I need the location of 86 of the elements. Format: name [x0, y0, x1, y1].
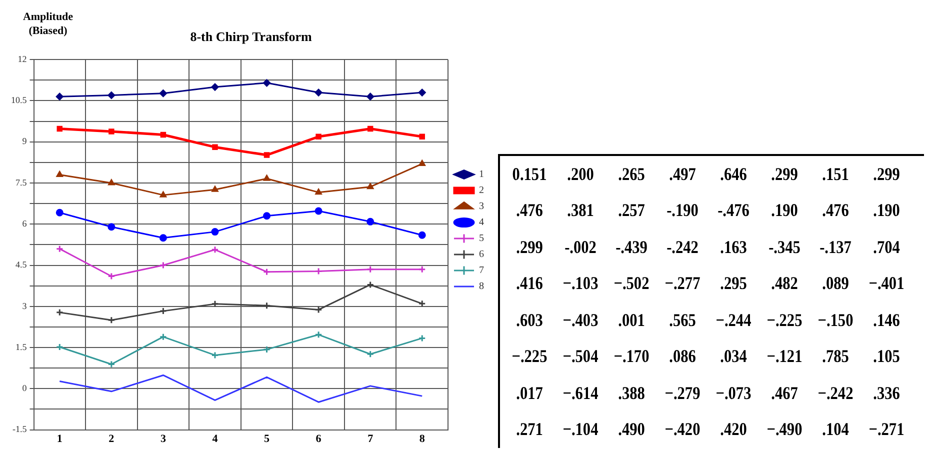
- x-tick-label: 3: [160, 433, 166, 446]
- point: [264, 152, 270, 158]
- point: [108, 272, 116, 280]
- text: .299 -.002 -.439 -.242 .163 -.345 -.137 .704: [516, 236, 900, 257]
- y-tick-label: 7.5: [16, 177, 28, 188]
- y-tick-label: 10.5: [11, 95, 28, 106]
- chart-title: 8-th Chirp Transform: [190, 29, 312, 44]
- legend-label: 8: [479, 281, 484, 292]
- point: [56, 208, 64, 216]
- point: [315, 188, 322, 195]
- legend-label: 3: [479, 201, 484, 212]
- y-tick-label: 1.5: [16, 342, 28, 352]
- point: [56, 126, 63, 132]
- text: 0.151 .200 .265 .497 .646 .299 .151 .299: [512, 164, 900, 184]
- point: [316, 134, 322, 140]
- point: [314, 330, 322, 338]
- point: [212, 186, 218, 192]
- y-tick-label: 12: [18, 54, 27, 64]
- legend-label: 7: [479, 265, 484, 276]
- point: [160, 132, 166, 138]
- point: [314, 268, 322, 276]
- text: .017 −.614 .388 −.279 −.073 .467 −.242 .336: [515, 382, 901, 404]
- point: [108, 92, 116, 99]
- y-tick-label: 0: [22, 383, 28, 394]
- point: [418, 88, 426, 96]
- x-tick-label: 8: [419, 433, 426, 446]
- point: [263, 174, 270, 181]
- point: [366, 350, 374, 358]
- text: .476 .381 .257 -.190 -.476 .190 .476 .190: [516, 200, 900, 220]
- point: [366, 280, 374, 288]
- point: [108, 223, 116, 231]
- legend-label: 1: [479, 169, 484, 180]
- point: [263, 79, 271, 87]
- point: [159, 234, 167, 242]
- x-tick-label: 6: [316, 433, 322, 446]
- y-tick-label: 9: [22, 136, 28, 146]
- text: .271 −.104 .490 −.420 .420 −.490 .104 −.271: [515, 419, 906, 440]
- point: [366, 218, 374, 226]
- y-tick-label: -1.5: [12, 424, 28, 434]
- point: [160, 191, 167, 198]
- point: [263, 268, 271, 276]
- legend-label: 2: [479, 185, 484, 196]
- point: [367, 126, 374, 132]
- legend-label: 4: [479, 217, 484, 228]
- point: [159, 90, 167, 98]
- point: [108, 360, 116, 368]
- point: [418, 160, 426, 166]
- point: [314, 207, 322, 215]
- point: [211, 300, 219, 308]
- point: [211, 246, 219, 254]
- point: [56, 92, 64, 100]
- text: .416 −.103 −.502 −.277 .295 .482 .089 −.401: [516, 273, 904, 294]
- y-tick-label: 6: [22, 218, 28, 228]
- point: [263, 212, 271, 220]
- point: [366, 266, 374, 274]
- point: [211, 228, 219, 236]
- point: [419, 134, 425, 140]
- point: [108, 316, 116, 324]
- x-tick-label: 2: [108, 433, 115, 446]
- point: [263, 346, 271, 354]
- point: [263, 302, 271, 310]
- point: [314, 306, 322, 314]
- point: [366, 183, 374, 190]
- point: [366, 92, 374, 100]
- point: [159, 262, 167, 270]
- x-tick-label: 1: [56, 433, 62, 446]
- legend-label: 6: [479, 249, 484, 260]
- point: [314, 88, 322, 96]
- text: .603 −.403 .001 .565 −.244 −.225 −.150 .146: [516, 310, 900, 330]
- point: [159, 333, 167, 341]
- y-tick-label: 3: [22, 300, 28, 311]
- x-tick-label: 7: [368, 433, 374, 446]
- point: [108, 179, 115, 186]
- point: [418, 231, 426, 239]
- text: −.225 −.504 −.170 .086 .034 −.121 .785 .105: [512, 346, 900, 366]
- y-axis-title: Amplitude (Biased): [22, 10, 74, 38]
- y-tick-label: 4.5: [16, 260, 28, 270]
- x-tick-label: 4: [212, 433, 218, 446]
- legend-label: 5: [479, 233, 484, 244]
- point: [212, 144, 218, 150]
- point: [159, 307, 167, 315]
- point: [211, 351, 219, 359]
- point: [56, 171, 63, 178]
- x-tick-label: 5: [264, 433, 270, 446]
- point: [108, 128, 114, 134]
- point: [211, 83, 219, 91]
